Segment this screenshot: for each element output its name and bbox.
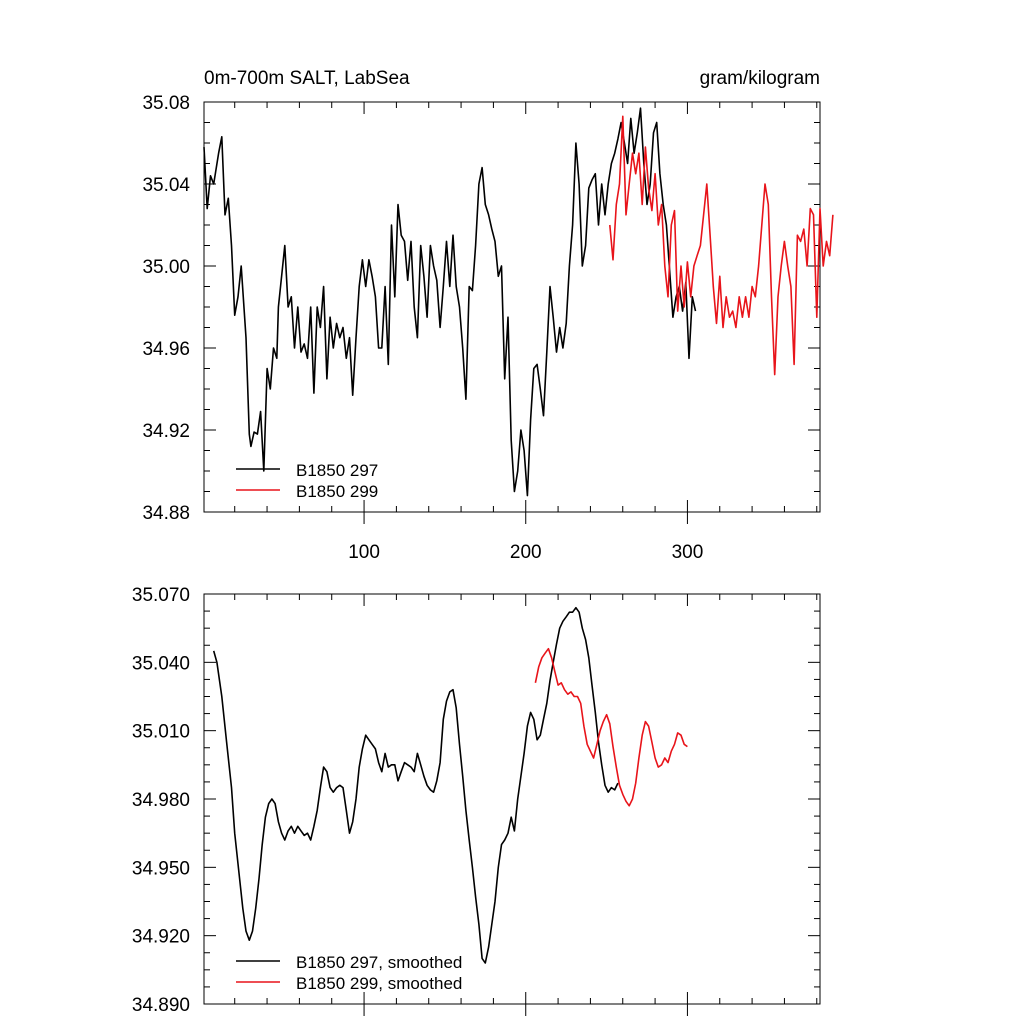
bottom-series — [212, 606, 688, 964]
bottom-legend-label-0: B1850 297, smoothed — [296, 953, 462, 972]
bottom-ytick-label: 34.950 — [132, 858, 190, 879]
top-legend: B1850 297 B1850 299 — [236, 461, 378, 501]
bottom-legend: B1850 297, smoothed B1850 299, smoothed — [236, 953, 462, 993]
bottom-series-line-1 — [534, 647, 688, 807]
bottom-ytick-label: 34.980 — [132, 790, 190, 811]
top-series-line-0 — [203, 107, 697, 497]
bottom-panel: 34.890 34.920 34.950 34.980 35.010 35.040 35.0… — [132, 585, 821, 1016]
bottom-ytick-label: 35.070 — [132, 585, 190, 606]
top-ytick-label: 35.04 — [142, 175, 190, 196]
bottom-legend-label-1: B1850 299, smoothed — [296, 974, 462, 993]
bottom-plot-frame — [203, 593, 821, 1005]
top-xtick-label: 100 — [348, 542, 380, 563]
top-legend-label-1: B1850 299 — [296, 482, 378, 501]
bottom-series-line-0 — [212, 606, 619, 964]
top-legend-label-0: B1850 297 — [296, 461, 378, 480]
top-ytick-label: 34.88 — [142, 503, 190, 524]
bottom-ticks: 34.890 34.920 34.950 34.980 35.010 35.040 35.0… — [132, 585, 820, 1016]
top-ytick-label: 35.00 — [142, 257, 190, 278]
bottom-ytick-label: 35.040 — [132, 653, 190, 674]
top-ytick-label: 34.92 — [142, 421, 190, 442]
top-xtick-label: 200 — [510, 542, 542, 563]
top-series — [203, 107, 834, 497]
top-series-line-1 — [609, 115, 834, 376]
bottom-ytick-label: 34.920 — [132, 927, 190, 948]
bottom-ytick-label: 34.890 — [132, 995, 190, 1016]
top-title-left: 0m-700m SALT, LabSea — [204, 68, 410, 89]
top-title-right: gram/kilogram — [700, 68, 820, 89]
top-panel: 0m-700m SALT, LabSea gram/kilogram 34.88… — [142, 68, 834, 563]
bottom-ytick-label: 35.010 — [132, 722, 190, 743]
top-ytick-label: 35.08 — [142, 93, 190, 114]
top-ytick-label: 34.96 — [142, 339, 190, 360]
top-ticks: 34.88 34.92 34.96 35.00 35.04 35.08 100 200 300 — [142, 93, 820, 563]
top-xtick-label: 300 — [672, 542, 704, 563]
